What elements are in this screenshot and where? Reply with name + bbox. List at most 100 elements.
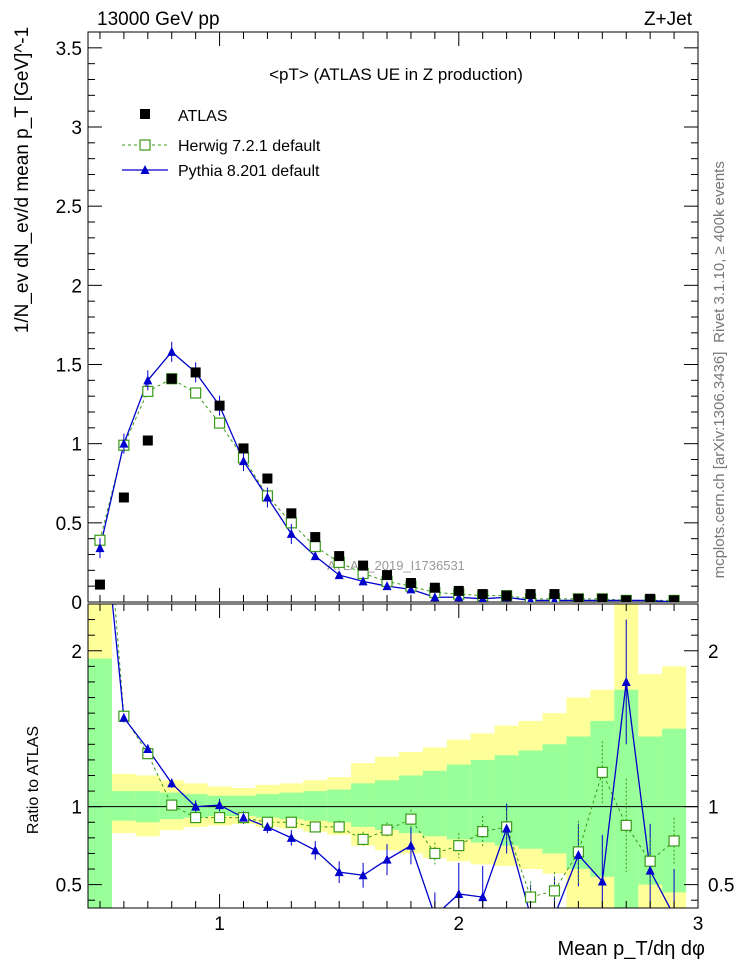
header-right: Z+Jet [644, 9, 693, 30]
atlas-point [453, 585, 464, 596]
pythia-point [143, 375, 153, 385]
uncertainty-band-inner [303, 791, 328, 821]
atlas-point [238, 443, 249, 454]
uncertainty-band-inner [88, 658, 112, 908]
atlas-point [286, 508, 297, 519]
pythia-point [334, 570, 344, 580]
x-axis-label: Mean p_T/dη dφ [558, 938, 706, 960]
atlas-point [621, 595, 632, 602]
pythia-ratio-point [502, 823, 512, 833]
herwig-ratio-point [548, 885, 561, 897]
pythia-ratio-point [191, 801, 201, 811]
uncertainty-band-inner [351, 783, 376, 827]
pythia-point [119, 438, 129, 448]
atlas-point [573, 593, 584, 602]
uncertainty-band-inner [231, 795, 256, 817]
pythia-ratio-point [454, 888, 464, 898]
y-tick-label: 1 [71, 435, 82, 456]
y-axis-label: 1/N_ev dN_ev/d mean p_T [GeV]^-1 [12, 27, 33, 333]
pythia-ratio-point [262, 821, 272, 831]
y-tick-label: 2 [71, 276, 82, 297]
pythia-ratio-point [478, 892, 488, 902]
uncertainty-band-inner [518, 750, 543, 849]
herwig-point [309, 540, 321, 553]
herwig-ratio-point [429, 847, 441, 860]
ratio-frame [87, 603, 699, 909]
atlas-point [142, 435, 153, 446]
pythia-point [286, 528, 296, 538]
pythia-ratio-point [645, 865, 655, 875]
pythia-ratio-point [334, 867, 344, 877]
y-tick-label: 2.5 [56, 197, 82, 218]
ratio-y-axis-label: Ratio to ATLAS [25, 726, 42, 834]
uncertainty-band-inner [566, 736, 591, 870]
pythia-point [430, 592, 440, 602]
mcplots-label: mcplots.cern.ch [arXiv:1306.3436] [711, 352, 728, 579]
herwig-ratio-point [285, 816, 297, 828]
pythia-ratio-point [621, 676, 631, 686]
pythia-ratio-point [550, 911, 559, 920]
uncertainty-band-inner [494, 755, 519, 846]
y-tick-label: 3.5 [56, 39, 82, 60]
herwig-ratio-point [453, 840, 465, 852]
pythia-ratio-point [430, 911, 439, 920]
ratio-y-tick-label: 2 [71, 642, 82, 663]
uncertainty-band-inner [446, 764, 471, 840]
atlas-point [214, 400, 225, 411]
pythia-ratio-point [382, 854, 392, 864]
uncertainty-band-inner [375, 780, 399, 831]
legend-atlas-label: ATLAS [178, 108, 228, 125]
atlas-point [405, 578, 416, 588]
ratio-y-tick-label-right: 2 [708, 642, 719, 663]
herwig-ratio-point [524, 891, 537, 903]
uncertainty-band-inner [638, 736, 663, 885]
pythia-point [406, 584, 416, 594]
y-tick-label: 0.5 [56, 514, 82, 535]
pythia-ratio-point [406, 840, 416, 850]
pythia-ratio-point [597, 876, 607, 886]
y-tick-label: 3 [71, 118, 82, 139]
pythia-ratio-point [310, 845, 320, 855]
pythia-point [358, 576, 368, 586]
herwig-ratio-point [381, 824, 393, 836]
x-tick-label: 1 [214, 914, 225, 935]
uncertainty-band-inner [542, 744, 567, 854]
legend-herwig-label: Herwig 7.2.1 default [178, 138, 321, 155]
pythia-ratio-point [95, 474, 104, 483]
herwig-ratio-point [405, 813, 417, 825]
atlas-point [190, 367, 201, 378]
herwig-ratio-point [644, 855, 656, 867]
pythia-ratio-point [286, 832, 296, 842]
uncertainty-band-inner [470, 759, 495, 843]
ratio-y-tick-label: 0.5 [56, 876, 82, 897]
pythia-ratio-point [215, 800, 225, 810]
herwig-ratio-point [95, 412, 105, 422]
pythia-ratio-point [526, 911, 535, 920]
ratio-y-tick-label-right: 1 [708, 798, 719, 819]
pythia-ratio-point [119, 712, 129, 722]
watermark: ATLAS_2019_I1736531 [327, 558, 465, 573]
x-tick-label: 3 [693, 914, 704, 935]
herwig-point [190, 387, 202, 399]
pythia-point [95, 543, 105, 553]
y-tick-label: 1.5 [56, 356, 82, 377]
atlas-point [429, 582, 440, 593]
atlas-point [549, 589, 560, 600]
uncertainty-band-inner [255, 794, 280, 818]
x-tick-label: 2 [453, 914, 464, 935]
atlas-point [501, 590, 512, 601]
uncertainty-band-inner [398, 775, 423, 834]
pythia-point [167, 346, 177, 356]
ratio-panel: 0.5 0.5 1 1 2 2 1 2 3 Ratio to ATLAS Mean p_T/dη d… [25, 412, 734, 960]
herwig-ratio-point [357, 833, 369, 846]
uncertainty-band-inner [662, 728, 687, 893]
legend: ATLAS Herwig 7.2.1 default Pythia 8.201 de… [122, 108, 321, 180]
atlas-point [334, 551, 345, 562]
uncertainty-band-inner [327, 789, 352, 823]
atlas-point [597, 593, 608, 602]
pythia-ratio-point [670, 911, 679, 920]
atlas-point [166, 373, 177, 384]
herwig-ratio-point [668, 835, 680, 847]
herwig-ratio-point [213, 811, 226, 824]
